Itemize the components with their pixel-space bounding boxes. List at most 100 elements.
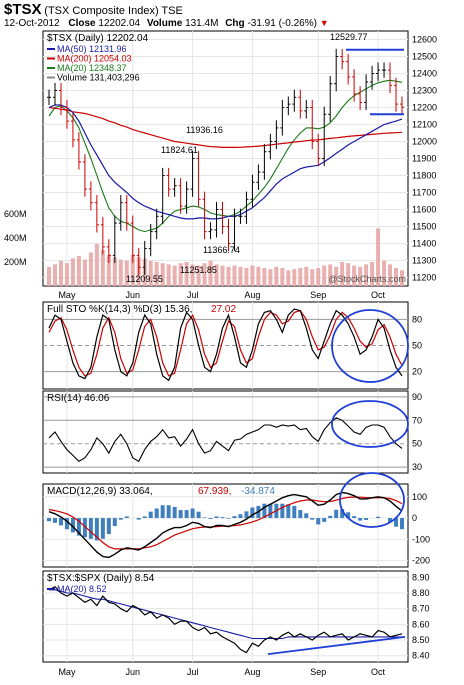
macd-hist-bar (352, 516, 357, 519)
macd-ytick-0: -200 (412, 556, 430, 566)
volume-bar (112, 257, 117, 286)
macd-hist-bar (340, 509, 345, 519)
price-ytick-7: 11900 (412, 154, 436, 164)
volume-tick-0: 200M (4, 257, 27, 267)
macd-hist-bar (82, 518, 87, 538)
volume-bar (262, 268, 267, 286)
volume-bar (256, 266, 261, 286)
sto-circle-annotation (331, 309, 409, 383)
rsi-ytick-0: 30 (412, 462, 422, 472)
chg-value: -31.91 (-0.26%) (247, 18, 317, 29)
rsi-title: RSI(14) 46.06 (47, 393, 110, 404)
price-title: $TSX (Daily) 12202.04 (47, 33, 149, 44)
volume-bar (196, 265, 201, 286)
macd-hist-bar (292, 505, 297, 519)
price-ytick-3: 11500 (412, 222, 436, 232)
brand-label: @StockCharts.com (328, 274, 406, 284)
bottom-month-label-1: Jun (126, 667, 141, 677)
volume-bar (76, 256, 81, 286)
volume-bar (250, 265, 255, 286)
macd-hist-bar (238, 514, 243, 519)
volume-bar (274, 266, 279, 286)
volume-bar (232, 265, 237, 286)
macd-hist-bar (214, 516, 219, 519)
month-label-5: Oct (371, 290, 386, 300)
macd-hist-bar (262, 503, 267, 519)
volume-bar (106, 254, 111, 286)
macd-hist-bar (166, 505, 171, 519)
macd-signal-value: 67.939, (198, 486, 231, 497)
macd-hist-bar (64, 518, 69, 530)
price-ytick-12: 12400 (412, 69, 437, 79)
price-ytick-8: 12000 (412, 137, 437, 147)
macd-hist-bar (178, 510, 183, 519)
volume-bar (286, 270, 291, 286)
rsi-ytick-2: 70 (412, 415, 422, 425)
volume-bar (292, 269, 297, 286)
macd-hist-bar (172, 506, 177, 519)
macd-ytick-2: 0 (412, 513, 417, 523)
volume-bar (316, 268, 321, 286)
price-annotation-4: 11251.85 (180, 265, 217, 275)
bottom-month-label-4: Sep (310, 667, 326, 677)
volume-bar (340, 262, 345, 286)
bottom-month-label-5: Oct (371, 667, 386, 677)
volume-bar (190, 264, 195, 286)
ratio-ytick-2: 8.60 (412, 619, 430, 629)
volume-bar (388, 264, 393, 286)
volume-bar (352, 265, 357, 286)
macd-hist-bar (118, 518, 123, 520)
month-label-4: Sep (310, 290, 326, 300)
macd-hist-bar (316, 518, 321, 525)
price-ytick-6: 11800 (412, 171, 436, 181)
month-label-1: Jun (126, 290, 141, 300)
price-annotation-1: 11936.16 (186, 125, 223, 135)
ratio-line (48, 585, 403, 654)
volume-bar (394, 268, 399, 286)
legend-label-0: MA(50) 12131.96 (57, 44, 127, 54)
volume-bar (88, 252, 93, 286)
macd-hist-bar (250, 507, 255, 519)
macd-ytick-1: -100 (412, 534, 430, 544)
ratio-trendline (267, 636, 406, 656)
macd-hist-bar (76, 518, 81, 536)
price-annotation-0: 12529.77 (330, 32, 368, 42)
macd-hist-bar (47, 518, 51, 522)
index-name: (TSX Composite Index) (44, 5, 159, 17)
macd-hist-bar (196, 511, 201, 519)
ratio-ytick-5: 8.90 (412, 572, 430, 582)
price-ytick-11: 12300 (412, 86, 437, 96)
macd-hist-bar (376, 516, 381, 519)
macd-title: MACD(12,26,9) 33.064, (47, 486, 153, 497)
macd-hist-bar (400, 518, 404, 530)
sto-d-line (48, 310, 403, 377)
volume-bar (328, 264, 333, 286)
bottom-month-label-0: May (58, 667, 76, 677)
macd-hist-bar (220, 517, 225, 519)
volume-bar (268, 269, 273, 286)
macd-hist-bar (142, 516, 147, 519)
volume-bar (94, 244, 99, 286)
macd-line (48, 491, 403, 559)
close-value: 12202.04 (98, 18, 141, 29)
macd-hist-bar (358, 518, 363, 521)
volume-bar (334, 266, 339, 286)
month-label-3: Aug (244, 290, 260, 300)
volume-bar (310, 269, 315, 286)
volume-bar (226, 266, 231, 286)
rsi-circle-annotation (331, 400, 409, 448)
macd-hist-bar (280, 503, 285, 519)
volume-bar (382, 260, 387, 286)
sto-ytick-2: 80 (412, 314, 422, 324)
volume-bar (346, 263, 351, 286)
volume-value: 131.4M (185, 18, 219, 29)
price-annotation-3: 11366.74 (203, 245, 240, 255)
volume-bar (124, 260, 129, 286)
macd-hist-bar (160, 505, 165, 519)
rsi-line (48, 417, 403, 463)
macd-ytick-3: 100 (412, 492, 427, 502)
volume-bar (130, 254, 135, 286)
macd-hist-bar (364, 518, 369, 520)
macd-hist-bar (124, 516, 129, 519)
volume-bar (118, 259, 123, 286)
